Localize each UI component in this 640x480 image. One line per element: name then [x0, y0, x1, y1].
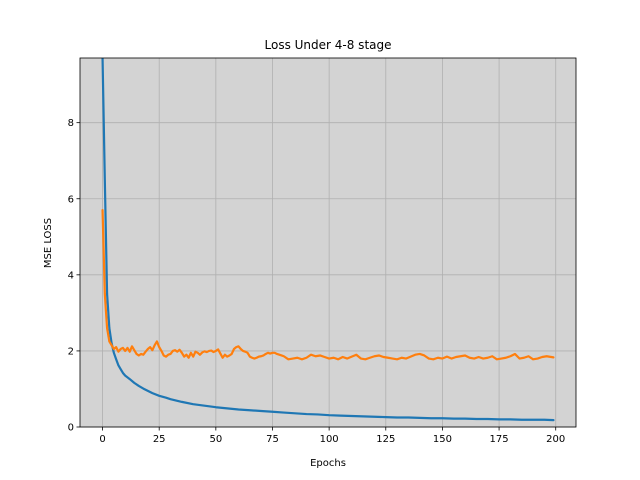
chart-title: Loss Under 4-8 stage	[265, 38, 392, 52]
y-tick-label: 4	[68, 270, 74, 281]
x-tick-label: 175	[490, 434, 509, 445]
y-axis-label: MSE LOSS	[43, 218, 54, 268]
x-tick-label: 0	[99, 434, 105, 445]
x-tick-label: 125	[376, 434, 395, 445]
x-tick-label: 200	[546, 434, 565, 445]
x-axis-label: Epochs	[310, 458, 346, 469]
x-tick-label: 100	[320, 434, 339, 445]
x-axis-ticks: 0 25 50 75 100 125 150 175 200	[99, 427, 565, 445]
y-tick-label: 8	[68, 118, 74, 129]
x-tick-label: 150	[433, 434, 452, 445]
y-tick-label: 6	[68, 194, 74, 205]
x-tick-label: 50	[209, 434, 222, 445]
x-tick-label: 75	[266, 434, 279, 445]
x-tick-label: 25	[153, 434, 166, 445]
y-axis-ticks: 0 2 4 6 8	[68, 118, 80, 433]
y-tick-label: 2	[68, 346, 74, 357]
y-tick-label: 0	[68, 423, 74, 434]
plot-area	[80, 58, 576, 427]
